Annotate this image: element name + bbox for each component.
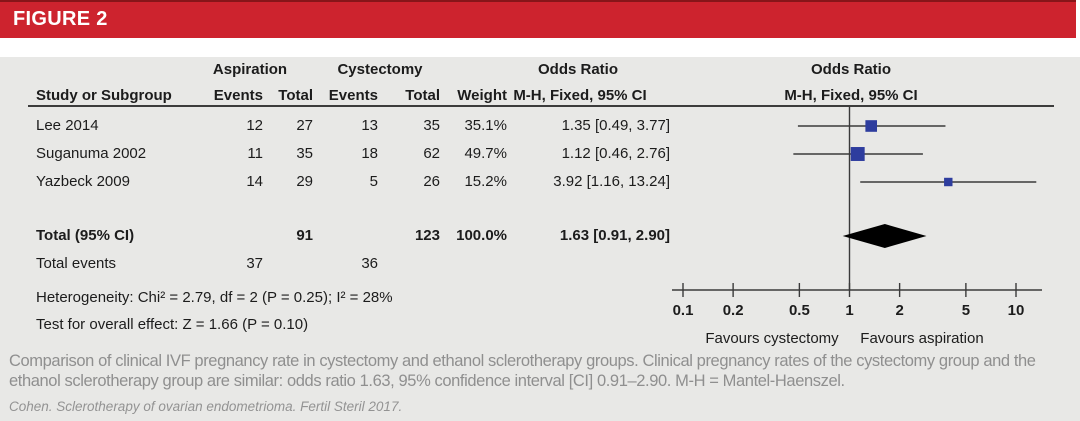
study-total-cystectomy: 62	[423, 145, 440, 162]
col-header-mh-ci-plot: M-H, Fixed, 95% CI	[784, 87, 918, 104]
study-weight: 35.1%	[464, 117, 507, 134]
study-weight: 15.2%	[464, 173, 507, 190]
axis-tick-label: 0.5	[789, 302, 810, 319]
study-total-aspiration: 29	[296, 173, 313, 190]
axis-tick-label: 0.2	[723, 302, 744, 319]
study-total-aspiration: 27	[296, 117, 313, 134]
study-total-cystectomy: 26	[423, 173, 440, 190]
total-weight: 100.0%	[456, 227, 507, 244]
study-events-cystectomy: 13	[361, 117, 378, 134]
pooled-diamond	[842, 224, 927, 248]
axis-tick-label: 2	[895, 302, 903, 319]
total-events-aspiration: 37	[246, 255, 263, 272]
axis-tick-label: 1	[845, 302, 853, 319]
total-cystectomy: 123	[414, 227, 440, 244]
study-total-aspiration: 35	[296, 145, 313, 162]
axis-tick-label: 10	[1008, 302, 1025, 319]
total-events-label: Total events	[36, 255, 117, 272]
study-events-aspiration: 14	[246, 173, 263, 190]
favours-left-label: Favours cystectomy	[705, 330, 839, 347]
header-divider-line	[28, 105, 1054, 107]
total-aspiration: 91	[296, 227, 313, 244]
total-events-cystectomy: 36	[361, 255, 378, 272]
favours-right-label: Favours aspiration	[860, 330, 983, 347]
figure-caption: Comparison of clinical IVF pregnancy rat…	[9, 352, 1036, 390]
study-total-cystectomy: 35	[423, 117, 440, 134]
col-header-events-cystectomy: Events	[328, 87, 378, 104]
total-or-ci: 1.63 [0.91, 2.90]	[559, 227, 670, 244]
group-header-cystectomy: Cystectomy	[337, 61, 423, 78]
study-events-aspiration: 11	[247, 145, 263, 162]
col-header-weight: Weight	[457, 87, 507, 104]
study-weight: 49.7%	[464, 145, 507, 162]
col-header-mh-ci-text: M-H, Fixed, 95% CI	[513, 87, 647, 104]
study-events-aspiration: 12	[246, 117, 263, 134]
group-header-aspiration: Aspiration	[212, 61, 288, 78]
overall-effect-test: Test for overall effect: Z = 1.66 (P = 0…	[36, 316, 309, 333]
col-header-study: Study or Subgroup	[36, 87, 172, 104]
axis-tick-label: 0.1	[673, 302, 694, 319]
axis-tick-label: 5	[962, 302, 970, 319]
or-square	[944, 177, 953, 187]
study-name: Suganuma 2002	[36, 145, 147, 162]
or-square	[850, 147, 865, 161]
study-events-cystectomy: 18	[361, 145, 378, 162]
figure-header-bar: FIGURE 2	[0, 0, 1076, 38]
group-header-odds-ratio-plot: Odds Ratio	[810, 61, 891, 78]
study-or-ci: 1.12 [0.46, 2.76]	[561, 145, 670, 162]
study-events-cystectomy: 5	[369, 173, 378, 190]
col-header-total-aspiration: Total	[278, 87, 313, 104]
study-or-ci: 3.92 [1.16, 13.24]	[553, 173, 670, 190]
figure-citation: Cohen. Sclerotherapy of ovarian endometr…	[9, 399, 403, 414]
heterogeneity-statistics: Heterogeneity: Chi² = 2.79, df = 2 (P = …	[36, 289, 393, 306]
or-square	[865, 120, 878, 132]
figure-title: FIGURE 2	[13, 8, 108, 30]
study-name: Yazbeck 2009	[36, 173, 130, 190]
col-header-total-cystectomy: Total	[405, 87, 440, 104]
study-or-ci: 1.35 [0.49, 3.77]	[561, 117, 670, 134]
total-row-label: Total (95% CI)	[36, 227, 135, 244]
group-header-odds-ratio-text: Odds Ratio	[537, 61, 618, 78]
col-header-events-aspiration: Events	[213, 87, 263, 104]
study-name: Lee 2014	[36, 117, 99, 134]
